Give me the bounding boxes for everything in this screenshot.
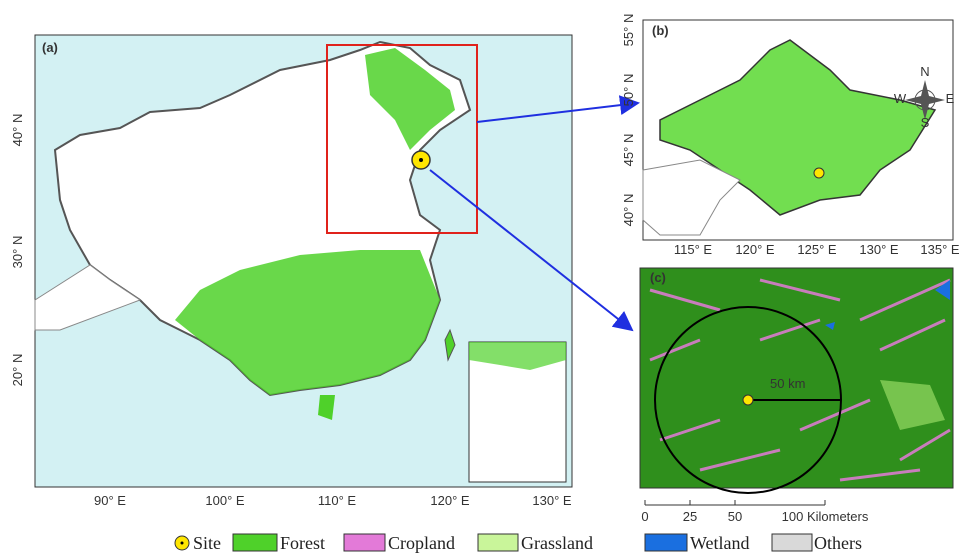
compass-label: W (894, 91, 907, 106)
scale-label: 25 (683, 509, 697, 524)
lon-label: 100° E (205, 493, 245, 508)
lon-label: 115° E (674, 242, 713, 257)
site-marker (743, 395, 753, 405)
lat-label: 30° N (10, 236, 25, 269)
lon-label: 130° E (532, 493, 572, 508)
panel-label: (c) (650, 270, 666, 285)
legend-label: Grassland (521, 533, 593, 553)
lon-label: 110° E (318, 493, 357, 508)
legend-swatch (344, 534, 385, 551)
legend-swatch (645, 534, 687, 551)
lat-label: 40° N (10, 114, 25, 147)
legend-label: Others (814, 533, 862, 553)
lon-label: 90° E (94, 493, 126, 508)
legend-swatch-dot (181, 542, 184, 545)
lat-label: 45° N (621, 134, 636, 167)
panel-b: (b) N E S W 55° N 50° N 45° N 40° N 115°… (621, 14, 960, 257)
compass-label: E (946, 91, 955, 106)
legend-swatch (478, 534, 518, 551)
radius-label: 50 km (770, 376, 805, 391)
legend-label: Wetland (690, 533, 750, 553)
site-marker (814, 168, 824, 178)
lat-label: 20° N (10, 354, 25, 387)
lat-label: 50° N (621, 74, 636, 107)
compass-label: S (921, 115, 930, 130)
lon-label: 120° E (735, 242, 775, 257)
scale-label: 50 (728, 509, 742, 524)
legend-label: Site (193, 533, 221, 553)
scale-label: 0 (641, 509, 648, 524)
lon-label: 125° E (797, 242, 837, 257)
scale-label: 100 Kilometers (782, 509, 869, 524)
panel-c: (c) 50 km 0 25 50 100 Kilometers (640, 268, 953, 524)
legend-swatch (772, 534, 812, 551)
panel-a: (a) 40° N 30° N 20° N 90° E 100° E 110° … (10, 35, 572, 508)
compass-label: N (920, 64, 929, 79)
lon-label: 130° E (859, 242, 899, 257)
lat-label: 55° N (621, 14, 636, 47)
lon-label: 120° E (430, 493, 470, 508)
panel-label: (a) (42, 40, 58, 55)
site-dot (419, 158, 423, 162)
legend: Site Forest Cropland Grassland Wetland O… (175, 533, 862, 553)
panel-label: (b) (652, 23, 669, 38)
lat-label: 40° N (621, 194, 636, 227)
figure: (a) 40° N 30° N 20° N 90° E 100° E 110° … (0, 0, 961, 555)
legend-label: Cropland (388, 533, 455, 553)
legend-label: Forest (280, 533, 325, 553)
lon-label: 135° E (920, 242, 960, 257)
legend-swatch (233, 534, 277, 551)
